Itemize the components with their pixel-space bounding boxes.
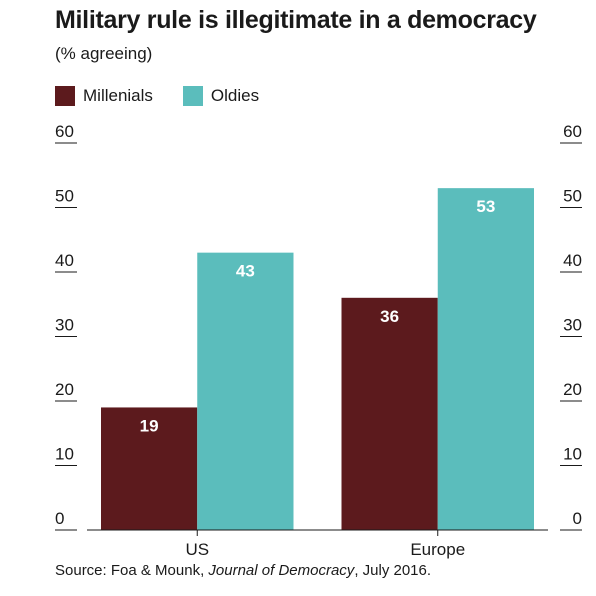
y-tick-label-right: 30 xyxy=(563,316,582,335)
source-journal: Journal of Democracy xyxy=(208,562,355,579)
bar-oldies-europe xyxy=(437,188,534,530)
y-tick-label-left: 40 xyxy=(55,251,74,270)
y-tick-label-left: 50 xyxy=(55,187,74,206)
y-tick-label-left: 0 xyxy=(55,509,64,528)
source-prefix: Source: Foa & Mounk, xyxy=(55,562,209,579)
y-tick-label-right: 50 xyxy=(563,187,582,206)
y-tick-label-left: 10 xyxy=(55,445,74,464)
data-label-millenials-europe: 36 xyxy=(380,307,399,326)
x-category-label-us: US xyxy=(185,540,209,559)
source-suffix: , July 2016. xyxy=(354,562,432,579)
y-tick-label-right: 0 xyxy=(573,509,582,528)
chart-title: Military rule is illegitimate in a democ… xyxy=(55,6,537,34)
legend-swatch-millenials xyxy=(55,86,75,106)
legend-item-oldies: Oldies xyxy=(182,86,260,106)
y-tick-label-left: 30 xyxy=(55,316,74,335)
bar-oldies-us xyxy=(197,252,294,530)
y-tick-label-right: 60 xyxy=(563,122,582,141)
y-tick-label-right: 10 xyxy=(563,445,582,464)
y-tick-label-left: 60 xyxy=(55,122,74,141)
legend-label-oldies: Oldies xyxy=(210,86,260,105)
data-label-oldies-europe: 53 xyxy=(476,197,495,216)
legend-item-millenials: Millenials xyxy=(55,86,153,106)
legend-swatch-oldies xyxy=(182,86,203,106)
y-tick-label-right: 20 xyxy=(563,380,582,399)
bar-millenials-us xyxy=(101,407,198,530)
legend-label-millenials: Millenials xyxy=(83,86,153,105)
y-tick-label-left: 20 xyxy=(55,380,74,399)
data-label-millenials-us: 19 xyxy=(140,416,159,435)
bar-millenials-europe xyxy=(341,297,438,530)
x-category-label-europe: Europe xyxy=(410,540,465,559)
legend: Millenials Oldies xyxy=(55,86,289,106)
data-label-oldies-us: 43 xyxy=(236,262,255,281)
y-tick-label-right: 40 xyxy=(563,251,582,270)
chart-subtitle: (% agreeing) xyxy=(55,44,153,63)
source-note: Source: Foa & Mounk, Journal of Democrac… xyxy=(55,562,431,579)
